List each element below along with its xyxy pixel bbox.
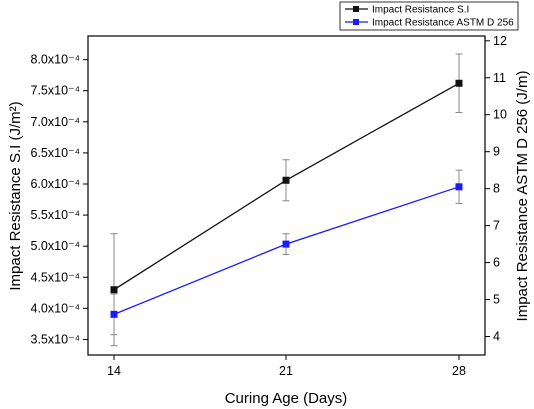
data-point-astm — [455, 183, 463, 191]
left-y-axis: 3.5x10⁻⁴ 4.0x10⁻⁴ 4.5x10⁻⁴ 5.0x10⁻⁴ 5.5x10⁻⁴… — [31, 53, 88, 346]
right-y-axis: 4 5 6 7 8 9 10 11 12 — [485, 34, 507, 344]
right-y-tick-label: 10 — [493, 108, 507, 122]
x-axis: 14 21 28 — [107, 355, 466, 378]
x-tick-label: 28 — [452, 364, 466, 378]
right-y-tick-label: 11 — [493, 71, 506, 85]
left-y-tick-label: 6.0x10⁻⁴ — [31, 177, 81, 191]
x-tick-label: 14 — [107, 364, 121, 378]
left-y-tick-label: 3.5x10⁻⁴ — [31, 332, 81, 346]
data-point-si — [110, 286, 118, 294]
left-y-tick-label: 4.5x10⁻⁴ — [31, 270, 81, 284]
x-axis-label: Curing Age (Days) — [225, 390, 348, 407]
legend-label-si: Impact Resistance S.I — [372, 5, 469, 16]
right-y-tick-label: 5 — [493, 293, 500, 307]
right-y-tick-label: 9 — [493, 145, 500, 159]
x-tick-label: 21 — [279, 364, 293, 378]
left-y-tick-label: 5.0x10⁻⁴ — [31, 239, 81, 253]
right-y-axis-label: Impact Resistance ASTM D 256 (J/m) — [514, 71, 531, 322]
right-y-tick-label: 8 — [493, 182, 500, 196]
series-layer — [110, 53, 463, 347]
data-point-astm — [282, 240, 290, 248]
right-y-tick-label: 6 — [493, 256, 500, 270]
data-point-si — [455, 79, 463, 87]
legend-label-astm: Impact Resistance ASTM D 256 — [372, 18, 514, 29]
legend-marker-astm — [353, 19, 359, 25]
data-point-si — [282, 176, 290, 184]
legend-marker-si — [353, 6, 359, 12]
right-y-tick-label: 4 — [493, 330, 500, 344]
right-y-tick-label: 7 — [493, 219, 500, 233]
left-y-axis-label: Impact Resistance S.I (J/m²) — [7, 101, 24, 290]
left-y-tick-label: 7.5x10⁻⁴ — [31, 84, 81, 98]
left-y-tick-label: 8.0x10⁻⁴ — [31, 53, 81, 67]
legend: Impact Resistance S.I Impact Resistance … — [339, 1, 519, 31]
legend-box — [339, 1, 519, 31]
left-y-tick-label: 5.5x10⁻⁴ — [31, 208, 81, 222]
left-y-tick-label: 6.5x10⁻⁴ — [31, 146, 81, 160]
left-y-tick-label: 4.0x10⁻⁴ — [31, 301, 81, 315]
data-point-astm — [110, 310, 118, 318]
left-y-tick-label: 7.0x10⁻⁴ — [31, 115, 81, 129]
right-y-tick-label: 12 — [493, 34, 507, 48]
